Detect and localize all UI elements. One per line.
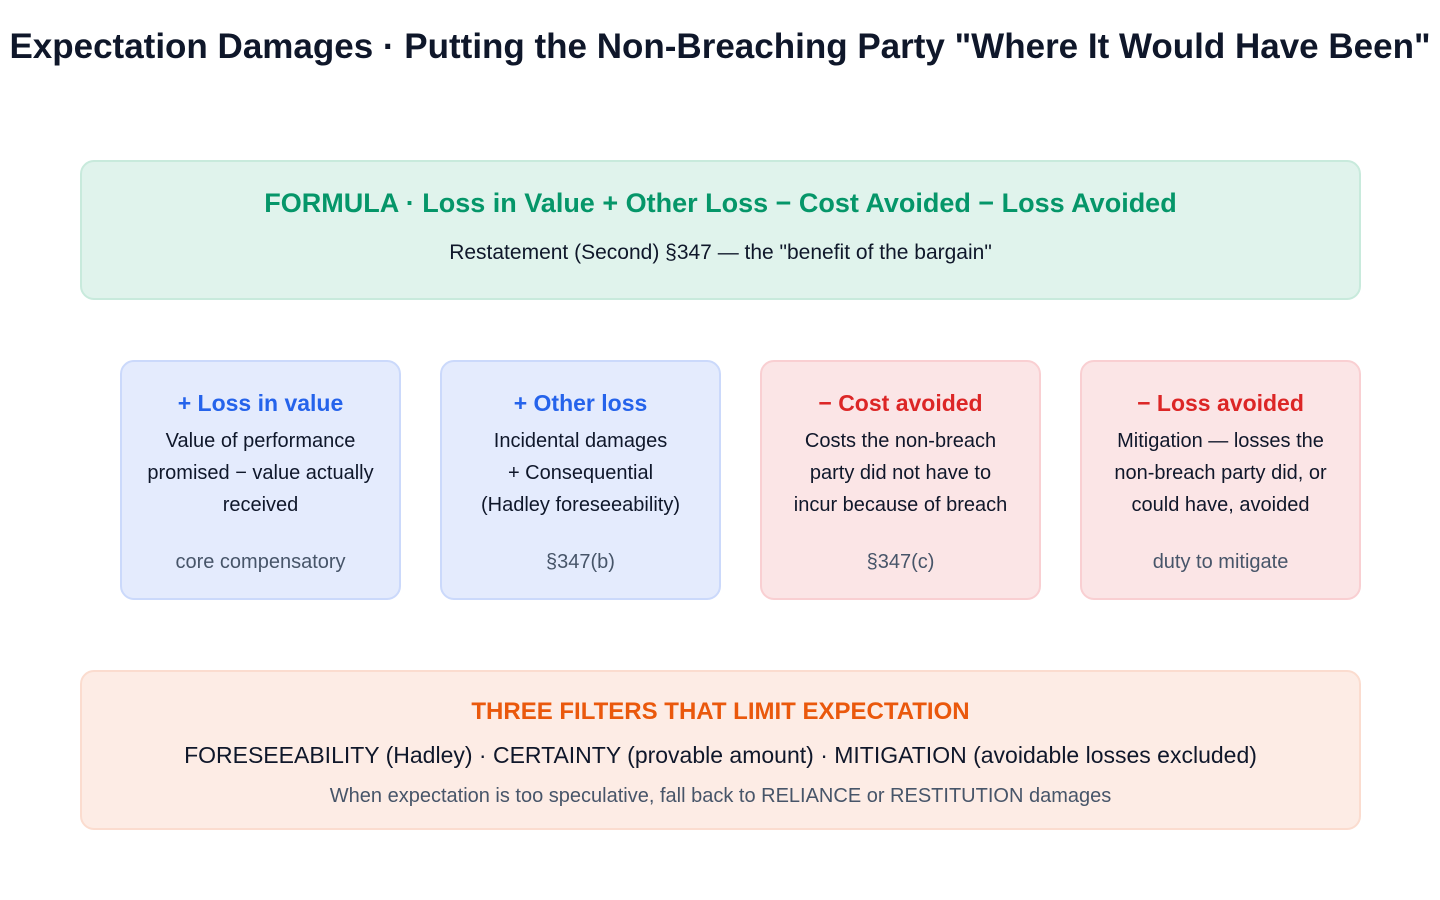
card-line: Incidental damages <box>493 430 668 452</box>
card-note: duty to mitigate <box>1152 551 1289 573</box>
card-line: Costs the non-breach <box>804 430 997 452</box>
card-body: Mitigation — losses the non-breach party … <box>1082 425 1359 521</box>
card: − Cost avoided Costs the non-breach party … <box>760 360 1041 600</box>
card-heading: + Loss in value <box>177 390 344 416</box>
card-line: promised − value actually <box>147 462 374 484</box>
card-heading: − Cost avoided <box>818 390 983 416</box>
card-heading: + Other loss <box>513 390 648 416</box>
filters-body: FORESEEABILITY (Hadley) · CERTAINTY (pro… <box>184 742 1257 768</box>
card-body: Incidental damages + Consequential (Hadley… <box>442 425 719 521</box>
card: + Other loss Incidental damages + Conseque… <box>440 360 721 600</box>
formula-heading: FORMULA · Loss in Value + Other Loss − C… <box>264 188 1177 218</box>
card-body: Costs the non-breach party did not have t… <box>762 425 1039 521</box>
formula-subtitle: Restatement (Second) §347 — the "benefit… <box>449 241 992 264</box>
card-body: Value of performance promised − value act… <box>122 425 399 521</box>
filters-heading: THREE FILTERS THAT LIMIT EXPECTATION <box>471 698 970 725</box>
card-note: §347(b) <box>546 551 615 573</box>
card-note: core compensatory <box>175 551 346 573</box>
card-line: (Hadley foreseeability) <box>481 494 680 516</box>
card-line: + Consequential <box>507 462 654 484</box>
card-line: party did not have to <box>809 462 992 484</box>
card-line: could have, avoided <box>1131 494 1310 516</box>
card-line: received <box>222 494 299 516</box>
filters-note: When expectation is too speculative, fal… <box>329 785 1112 807</box>
filters-box: THREE FILTERS THAT LIMIT EXPECTATION FOR… <box>80 670 1361 830</box>
card-line: incur because of breach <box>793 494 1008 516</box>
card-note: §347(c) <box>866 551 935 573</box>
card: − Loss avoided Mitigation — losses the non… <box>1080 360 1361 600</box>
card-line: non-breach party did, or <box>1114 462 1327 484</box>
formula-box: FORMULA · Loss in Value + Other Loss − C… <box>80 160 1361 300</box>
card: + Loss in value Value of performance promi… <box>120 360 401 600</box>
card-heading: − Loss avoided <box>1137 390 1304 416</box>
card-line: Value of performance <box>165 430 356 452</box>
title: Expectation Damages · Putting the Non-Br… <box>9 27 1431 66</box>
card-line: Mitigation — losses the <box>1117 430 1324 452</box>
